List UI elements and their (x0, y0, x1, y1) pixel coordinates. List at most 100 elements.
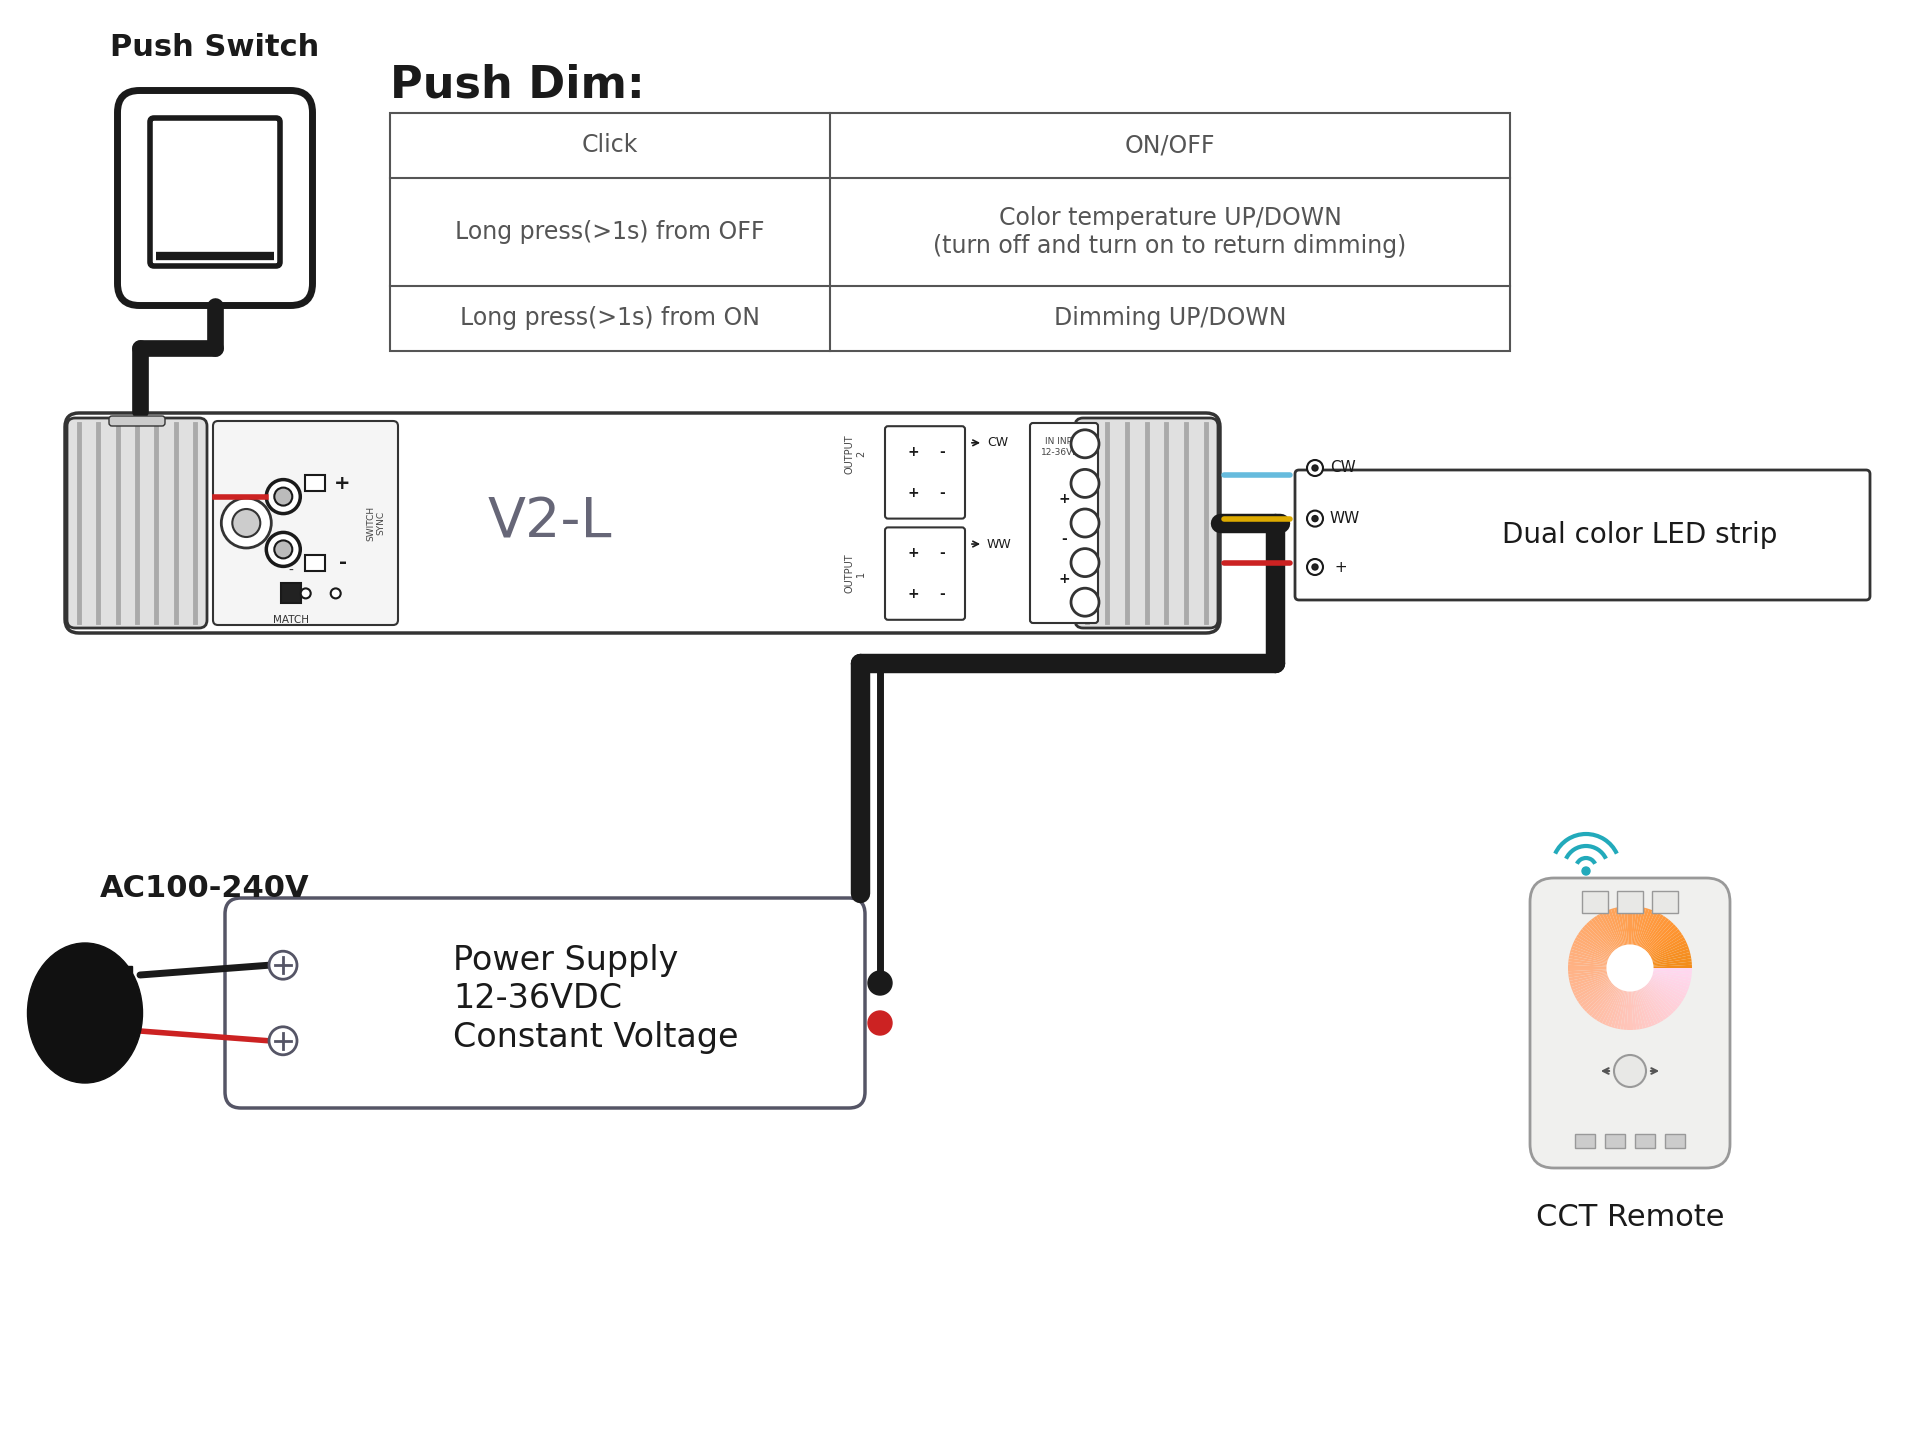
Wedge shape (1576, 934, 1630, 968)
Wedge shape (1569, 965, 1630, 968)
Wedge shape (1592, 918, 1630, 968)
Wedge shape (1630, 968, 1682, 1004)
Wedge shape (1580, 928, 1630, 968)
Wedge shape (1599, 912, 1630, 968)
Text: CW: CW (1331, 461, 1356, 475)
Wedge shape (1630, 968, 1665, 1021)
Wedge shape (1572, 968, 1630, 997)
Wedge shape (1574, 968, 1630, 1000)
Wedge shape (1630, 968, 1655, 1026)
Text: +: + (1058, 493, 1069, 506)
Bar (390, 113, 1509, 352)
Wedge shape (1630, 968, 1686, 997)
FancyBboxPatch shape (67, 418, 207, 628)
Wedge shape (1630, 952, 1692, 968)
Bar (1617, 891, 1644, 912)
Wedge shape (1630, 907, 1644, 968)
Wedge shape (1605, 968, 1630, 1026)
Wedge shape (1626, 968, 1630, 1030)
Circle shape (1308, 510, 1323, 526)
Wedge shape (1630, 907, 1645, 968)
Wedge shape (1569, 952, 1630, 968)
Wedge shape (1630, 914, 1665, 968)
Text: -: - (939, 445, 945, 459)
Wedge shape (1630, 968, 1680, 1007)
Wedge shape (1630, 968, 1692, 978)
Wedge shape (1607, 910, 1630, 968)
Wedge shape (1630, 921, 1674, 968)
Wedge shape (1582, 968, 1630, 1010)
Wedge shape (1630, 907, 1640, 968)
Wedge shape (1605, 910, 1630, 968)
Wedge shape (1630, 927, 1678, 968)
Text: +: + (1331, 559, 1348, 574)
Text: IN INPUT
12-36VDC: IN INPUT 12-36VDC (1041, 437, 1087, 456)
Text: ON/OFF: ON/OFF (1125, 134, 1215, 157)
Circle shape (1071, 549, 1098, 577)
Circle shape (1071, 509, 1098, 538)
Circle shape (868, 971, 893, 995)
Wedge shape (1586, 968, 1630, 1014)
Wedge shape (1580, 968, 1630, 1007)
Wedge shape (1630, 911, 1659, 968)
Wedge shape (1594, 915, 1630, 968)
Text: -: - (939, 485, 945, 500)
Wedge shape (1630, 968, 1674, 1014)
Wedge shape (1630, 912, 1661, 968)
Wedge shape (1586, 921, 1630, 968)
Wedge shape (1571, 968, 1630, 989)
Wedge shape (1569, 968, 1630, 981)
Text: WW: WW (987, 538, 1012, 551)
Text: -: - (288, 564, 294, 577)
Wedge shape (1611, 908, 1630, 968)
Wedge shape (1601, 911, 1630, 968)
Circle shape (275, 541, 292, 558)
Text: Long press(>1s) from OFF: Long press(>1s) from OFF (455, 219, 764, 244)
Wedge shape (1626, 907, 1630, 968)
Bar (77, 966, 132, 979)
Text: SWITCH
SYNC: SWITCH SYNC (367, 506, 386, 541)
Wedge shape (1630, 968, 1690, 989)
Bar (1605, 1133, 1624, 1148)
Wedge shape (1607, 968, 1630, 1027)
Wedge shape (1594, 968, 1630, 1020)
FancyBboxPatch shape (1530, 878, 1730, 1168)
Text: -: - (939, 546, 945, 561)
Wedge shape (1578, 968, 1630, 1004)
Wedge shape (1630, 968, 1684, 1001)
Wedge shape (1576, 968, 1630, 1001)
Wedge shape (1611, 968, 1630, 1027)
Circle shape (1071, 588, 1098, 616)
Wedge shape (1574, 937, 1630, 968)
Wedge shape (1630, 968, 1659, 1024)
Text: CCT Remote: CCT Remote (1536, 1203, 1724, 1232)
Wedge shape (1630, 968, 1692, 975)
Text: +: + (334, 474, 351, 493)
Wedge shape (1572, 940, 1630, 968)
Wedge shape (1630, 968, 1672, 1016)
Circle shape (330, 588, 340, 599)
Text: WW: WW (1331, 511, 1359, 526)
Wedge shape (1571, 949, 1630, 968)
Wedge shape (1630, 968, 1678, 1010)
Text: Dual color LED strip: Dual color LED strip (1501, 522, 1778, 549)
Wedge shape (1630, 910, 1653, 968)
Wedge shape (1620, 907, 1630, 968)
Text: OUTPUT
1: OUTPUT 1 (845, 554, 866, 593)
Wedge shape (1584, 968, 1630, 1011)
FancyBboxPatch shape (1029, 423, 1098, 623)
Wedge shape (1630, 940, 1686, 968)
Wedge shape (1596, 914, 1630, 968)
Wedge shape (1630, 910, 1655, 968)
Text: Dimming UP/DOWN: Dimming UP/DOWN (1054, 307, 1286, 330)
Bar (305, 555, 324, 571)
Wedge shape (1630, 965, 1692, 968)
Circle shape (275, 488, 292, 506)
Circle shape (269, 952, 298, 979)
Bar (1636, 1133, 1655, 1148)
FancyBboxPatch shape (109, 416, 165, 426)
Wedge shape (1630, 968, 1686, 1000)
Text: Power Supply
12-36VDC
Constant Voltage: Power Supply 12-36VDC Constant Voltage (453, 944, 739, 1053)
FancyBboxPatch shape (1294, 469, 1870, 600)
Circle shape (1071, 469, 1098, 497)
